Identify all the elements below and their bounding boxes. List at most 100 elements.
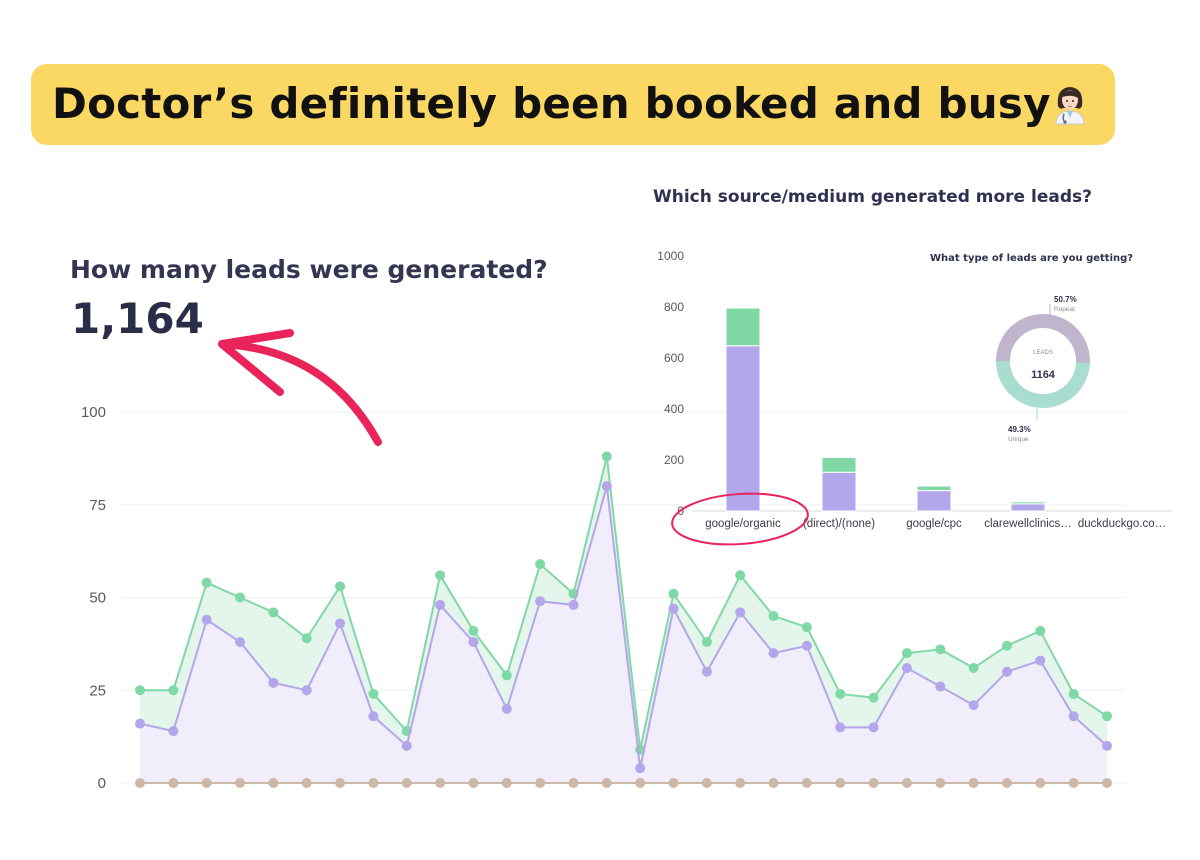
data-point [235,637,246,648]
data-point [268,607,279,618]
data-point [268,778,279,788]
data-point [468,625,479,636]
data-point [301,778,312,788]
data-point [335,581,346,592]
data-point [835,722,846,733]
data-point [1102,711,1112,722]
data-point [335,618,346,629]
data-point [868,778,879,788]
donut-slice [996,360,1090,408]
data-point [268,677,279,688]
source-chart-heading: Which source/medium generated more leads… [653,187,1092,207]
data-point [468,637,479,648]
data-point [801,778,812,788]
data-point [535,778,546,788]
data-point [701,778,712,788]
y-tick-label: 50 [89,590,106,607]
bar-category-label: duckduckgo.co… [1078,518,1166,530]
donut-slice-label: Unique [1008,436,1029,443]
data-point [935,644,946,655]
donut-slice-percent: 50.7% [1054,295,1077,304]
data-point [935,681,946,692]
data-point [901,662,912,673]
data-point [1001,640,1012,651]
data-point [968,700,979,711]
data-point [1068,688,1079,699]
bar-y-tick-label: 400 [664,402,684,416]
data-point [568,599,579,610]
data-point [168,685,179,696]
series-area-green [140,456,1107,769]
data-point [135,778,145,788]
data-point [601,481,612,492]
y-tick-label: 0 [98,775,106,792]
data-point [401,740,412,751]
data-point [1001,666,1012,677]
bar-segment [821,471,857,512]
arrow-head-icon [218,329,294,396]
data-point [668,603,679,614]
data-point [135,718,145,729]
type-chart-heading: What type of leads are you getting? [930,253,1134,264]
bar-segment [821,456,857,473]
data-point [701,637,712,648]
data-point [868,722,879,733]
data-point [735,570,746,581]
data-point [1001,778,1012,788]
bar-y-tick-label: 200 [664,453,684,467]
series-line-0 [140,456,1108,750]
data-point [768,611,779,622]
banner-title: Doctor’s definitely been booked and busy [52,79,1051,128]
bar-category-label: clarewellclinics… [984,518,1072,530]
data-point [835,688,846,699]
data-point [601,451,612,462]
donut-slice [996,314,1090,364]
bar-category-label: (direct)/(none) [803,518,875,530]
data-point [468,778,479,788]
bar-segment [916,485,952,492]
data-point [435,778,446,788]
data-point [368,688,379,699]
data-point [768,778,779,788]
data-point [301,633,312,644]
data-point [1035,778,1046,788]
banner [31,64,1115,145]
data-point [335,778,346,788]
data-point [801,622,812,633]
series-line-1 [139,485,1108,769]
bar-category-label: google/organic [705,518,781,530]
data-point [901,648,912,659]
data-point [435,570,446,581]
data-point [1068,778,1079,788]
data-point [801,640,812,651]
data-point [668,588,679,599]
data-point [168,778,179,788]
donut-center-label: LEADS [1033,350,1053,356]
data-point [835,778,846,788]
data-point [1102,778,1112,788]
data-point [368,778,379,788]
y-tick-label: 75 [89,497,106,514]
data-point [435,599,446,610]
arrow-icon [218,340,382,446]
data-point [1102,740,1112,751]
data-point [968,778,979,788]
data-point [901,778,912,788]
data-point [235,778,246,788]
y-tick-label: 100 [81,404,106,421]
data-point [935,778,946,788]
leads-heading: How many leads were generated? [70,255,548,284]
data-point [601,778,612,788]
data-point [501,670,512,681]
data-point [701,666,712,677]
data-point [235,592,246,603]
data-point [535,596,546,607]
data-point [501,778,512,788]
data-point [668,778,679,788]
data-point [735,607,746,618]
data-point [1035,655,1046,666]
data-point [1035,625,1046,636]
